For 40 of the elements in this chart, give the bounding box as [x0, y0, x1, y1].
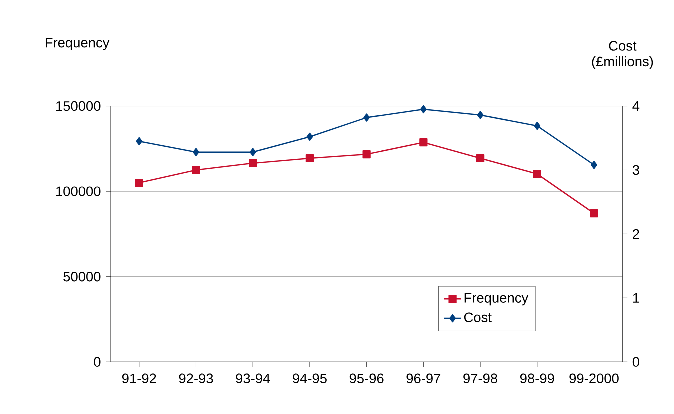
point [362, 150, 371, 158]
x-tick-label: 96-97 [406, 374, 441, 384]
x-tick-label: 95-96 [350, 374, 384, 384]
point [476, 154, 485, 162]
y2-tick-label: 4 [632, 101, 640, 111]
point [420, 138, 428, 147]
point [249, 159, 258, 168]
x-tick-label: 91-92 [122, 374, 156, 384]
y2-tick-label: 3 [632, 165, 640, 175]
x-tick-label: 94-95 [293, 374, 327, 384]
y2-tick-label: 1 [633, 293, 640, 303]
point [192, 166, 200, 174]
legend-label: Cost [464, 312, 492, 322]
point [250, 148, 256, 156]
point [533, 170, 542, 178]
legend-label: Frequency [464, 293, 529, 306]
y-axis-title: Frequency [46, 38, 110, 50]
x-tick-label: 99-2000 [570, 374, 619, 384]
point [477, 111, 484, 120]
point [306, 154, 314, 162]
point [306, 132, 314, 141]
y2-tick-label: 0 [632, 357, 640, 367]
y-tick-label: 100000 [56, 186, 101, 196]
x-tick-label: 93-94 [236, 374, 270, 384]
point [420, 105, 427, 114]
y-tick-label: 0 [94, 357, 101, 367]
x-tick-label: 97-98 [464, 374, 498, 384]
point [135, 178, 144, 187]
point [364, 114, 370, 122]
x-tick-label: 92-93 [179, 374, 214, 384]
point [193, 148, 200, 156]
y2-axis-title: Cost (£millions) [592, 41, 654, 70]
point [534, 122, 541, 130]
y-tick-label: 50000 [64, 272, 101, 282]
y2-tick-label: 2 [633, 229, 640, 239]
y-tick-label: 150000 [56, 101, 101, 111]
point [136, 137, 143, 146]
point [591, 160, 598, 170]
x-tick-label: 98-99 [520, 374, 554, 384]
point [590, 209, 598, 218]
